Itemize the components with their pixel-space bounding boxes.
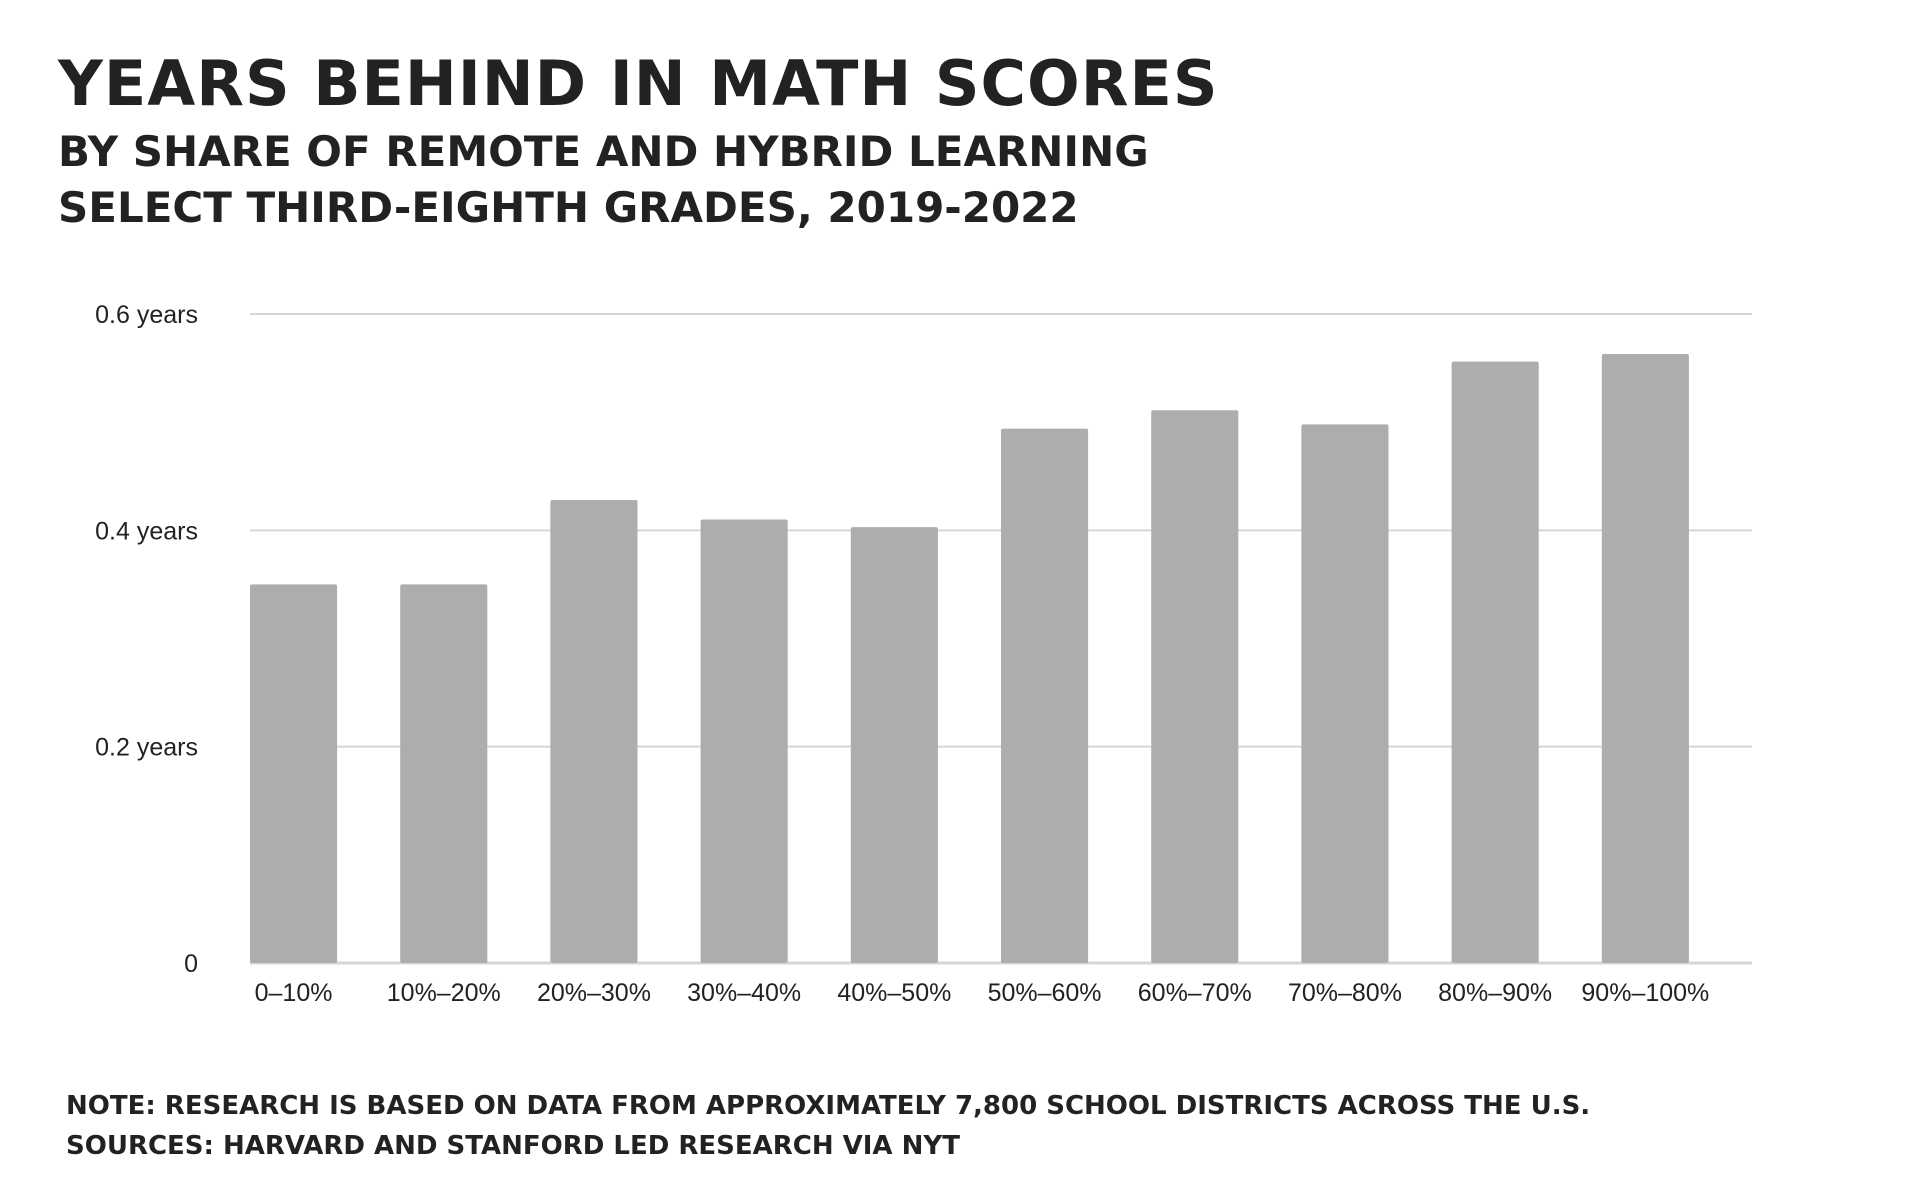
title-block: YEARS BEHIND IN MATH SCORES BY SHARE OF … — [58, 44, 1219, 236]
y-tick-label-2: 0.4 years — [95, 517, 198, 545]
bar-0 — [250, 584, 338, 963]
footer-note: NOTE: RESEARCH IS BASED ON DATA FROM APP… — [66, 1091, 1591, 1121]
chart-subtitle-line-2: SELECT THIRD-EIGHTH GRADES, 2019-2022 — [58, 183, 1079, 232]
x-tick-label-3: 30%–40% — [687, 979, 801, 1007]
y-tick-label-0: 0 — [184, 950, 198, 978]
x-tick-label-2: 20%–30% — [537, 979, 651, 1007]
bar-5 — [1001, 428, 1089, 963]
y-tick-label-1: 0.2 years — [95, 734, 198, 762]
chart-title: YEARS BEHIND IN MATH SCORES — [58, 47, 1219, 120]
x-tick-label-0: 0–10% — [255, 979, 333, 1007]
x-tick-label-5: 50%–60% — [988, 979, 1102, 1007]
bar-8 — [1451, 361, 1539, 963]
x-tick-label-4: 40%–50% — [837, 979, 951, 1007]
x-tick-label-8: 80%–90% — [1438, 979, 1552, 1007]
x-tick-label-6: 60%–70% — [1138, 979, 1252, 1007]
x-tick-label-7: 70%–80% — [1288, 979, 1402, 1007]
bar-3 — [700, 519, 788, 963]
bar-4 — [850, 527, 938, 963]
footer-sources: SOURCES: HARVARD AND STANFORD LED RESEAR… — [66, 1131, 960, 1161]
x-tick-label-9: 90%–100% — [1581, 979, 1709, 1007]
bar-7 — [1301, 424, 1389, 964]
chart-subtitle-line-1: BY SHARE OF REMOTE AND HYBRID LEARNING — [58, 127, 1149, 176]
y-axis-ticks: 0 0.2 years 0.4 years 0.6 years — [95, 301, 198, 978]
bars — [250, 354, 1689, 964]
footer: NOTE: RESEARCH IS BASED ON DATA FROM APP… — [66, 1086, 1590, 1166]
bar-6 — [1151, 410, 1239, 964]
bar-9 — [1601, 354, 1689, 963]
bar-1 — [400, 584, 488, 963]
bar-2 — [550, 500, 638, 963]
x-tick-label-1: 10%–20% — [387, 979, 501, 1007]
x-axis-ticks: 0–10% 10%–20% 20%–30% 30%–40% 40%–50% 50%–60%… — [255, 979, 1710, 1007]
y-tick-label-3: 0.6 years — [95, 301, 198, 329]
